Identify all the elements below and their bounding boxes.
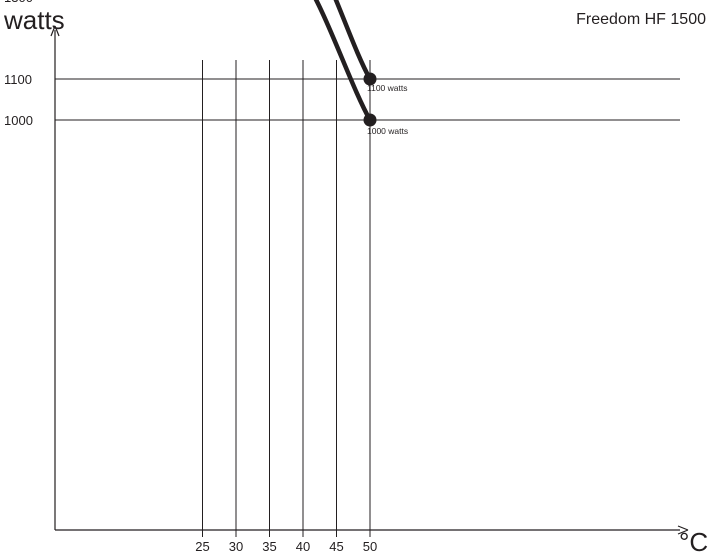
data-point xyxy=(363,72,377,86)
chart-title: Freedom HF 1500 xyxy=(576,11,706,28)
x-tick-label: 35 xyxy=(262,539,276,554)
axes xyxy=(50,25,689,535)
data-label: 1000 watts xyxy=(367,126,408,136)
data-point xyxy=(363,113,377,127)
x-tick-label: 45 xyxy=(329,539,343,554)
x-tick-label: 40 xyxy=(296,539,310,554)
grid xyxy=(55,60,680,537)
x-tick-label: 25 xyxy=(195,539,209,554)
y-tick-label: 1100 xyxy=(4,72,32,87)
x-tick-label: 30 xyxy=(229,539,243,554)
curves xyxy=(313,0,373,123)
x-axis-arrow xyxy=(677,525,689,535)
markers xyxy=(363,72,377,127)
y-tick-label: 1000 xyxy=(4,113,33,128)
series-line xyxy=(313,0,373,123)
labels: 150014001300110010002530354045501450 wat… xyxy=(4,0,408,554)
series-line xyxy=(333,0,373,82)
y-axis-arrow xyxy=(50,25,60,37)
x-axis-unit-label: °C xyxy=(679,527,708,557)
data-label: 1100 watts xyxy=(367,83,407,93)
y-axis-label: watts xyxy=(3,5,65,35)
x-tick-label: 50 xyxy=(363,539,377,554)
y-tick-label: 1300 xyxy=(4,0,33,5)
